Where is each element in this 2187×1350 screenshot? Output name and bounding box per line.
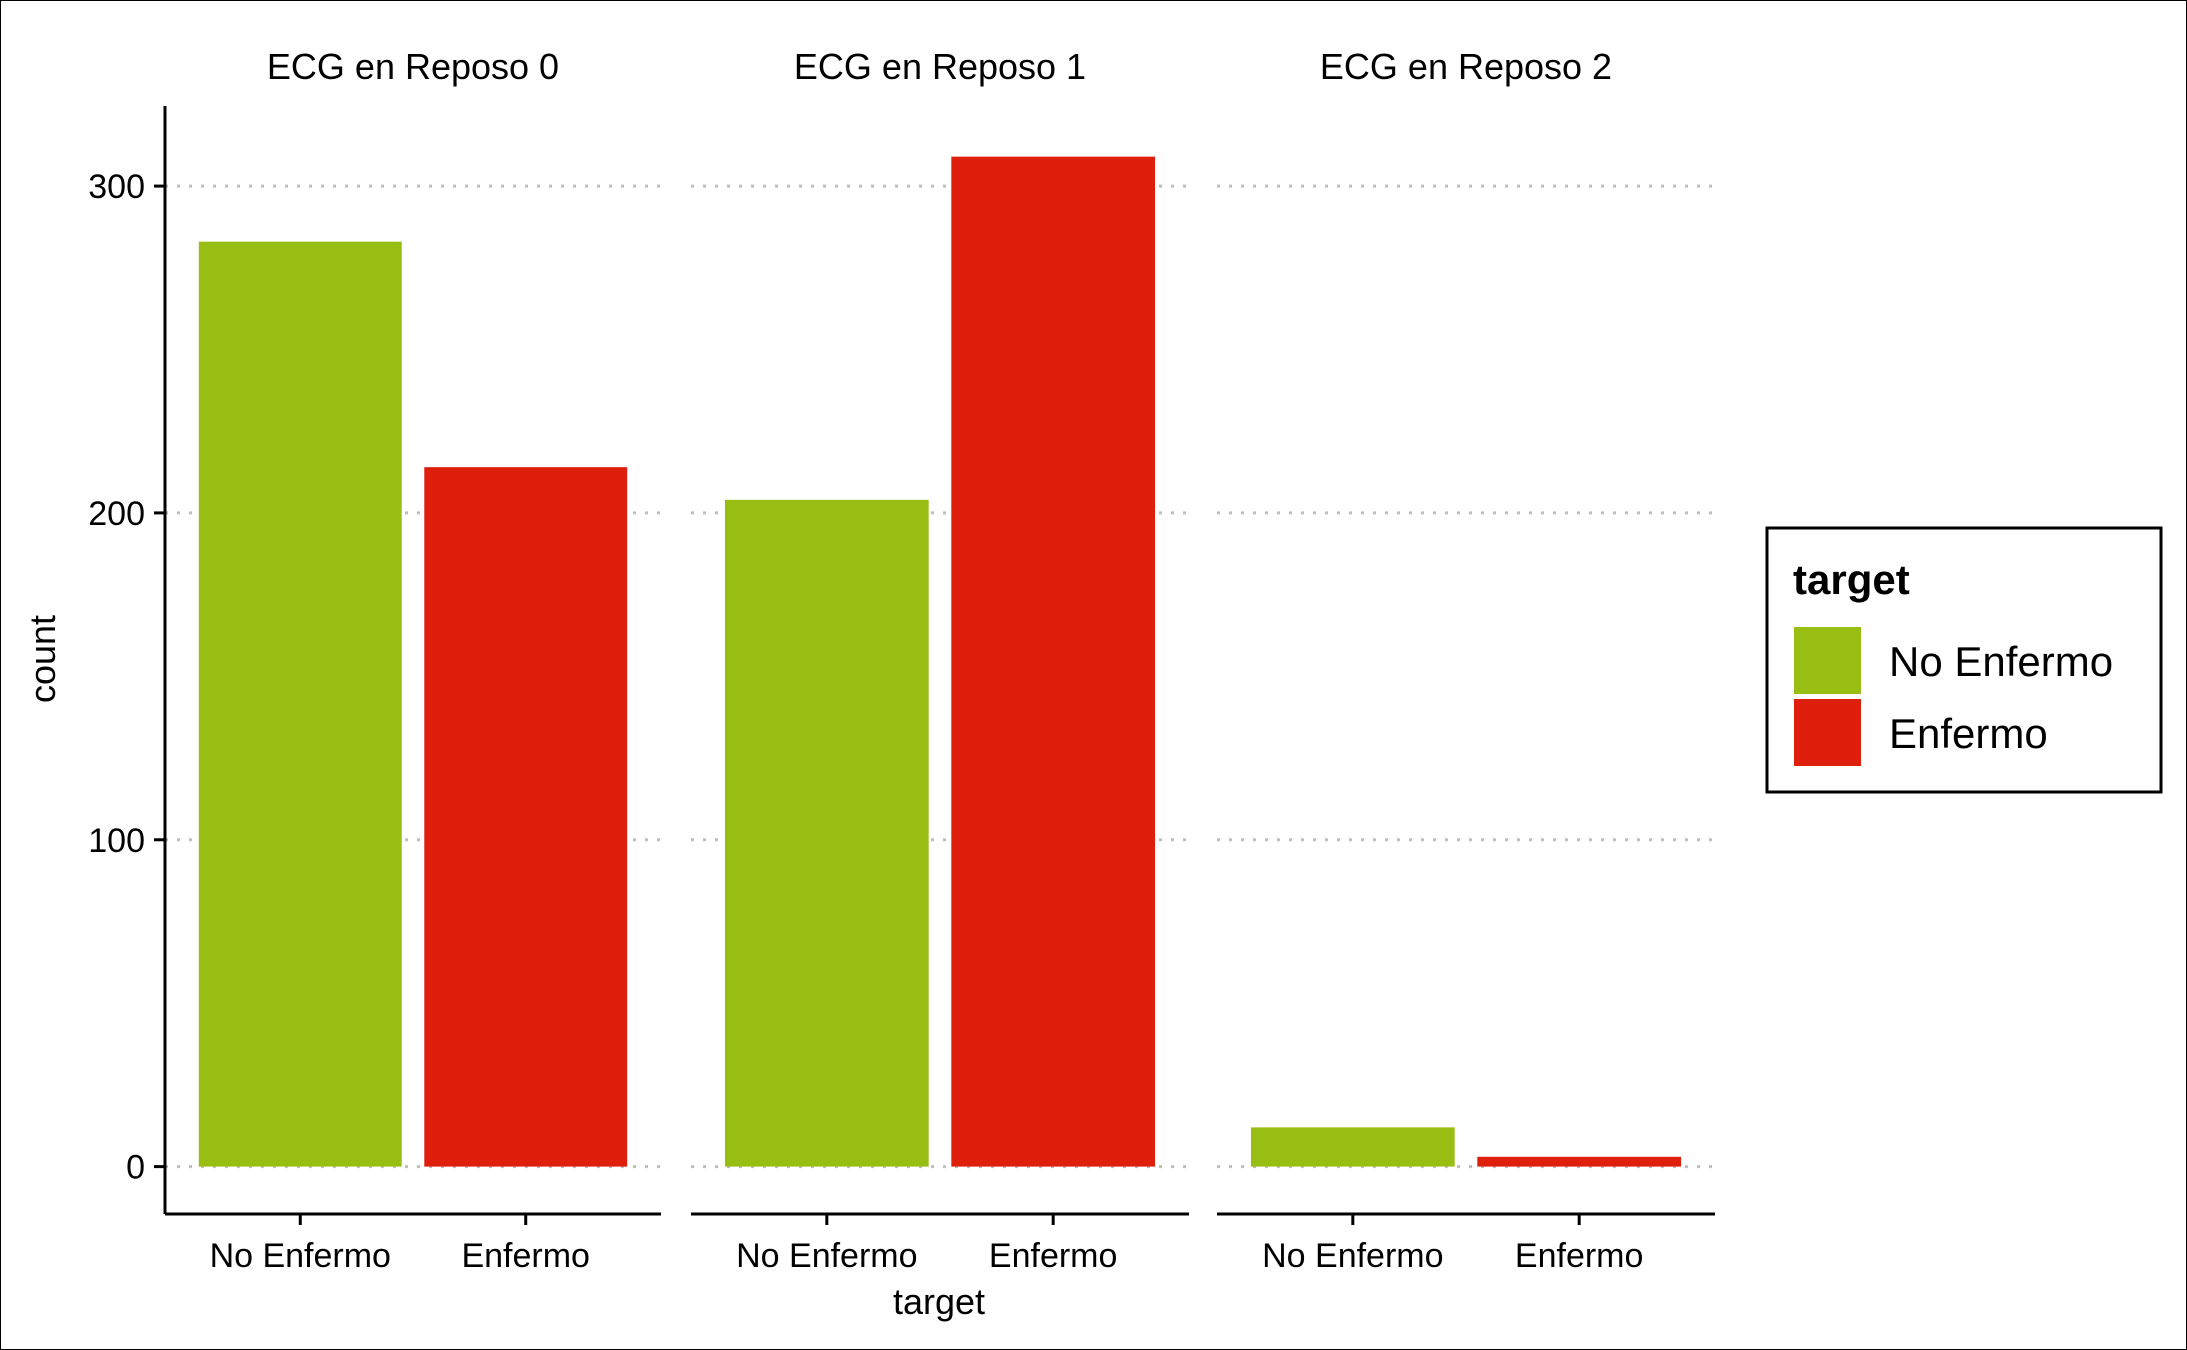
legend-key-no-enfermo xyxy=(1794,627,1861,694)
strip-title-panel0: ECG en Reposo 0 xyxy=(267,46,559,87)
legend-key-enfermo xyxy=(1794,699,1861,766)
x-axis-title: target xyxy=(893,1281,985,1322)
axes xyxy=(154,106,1715,1225)
bar-panel1-no-enfermo xyxy=(724,499,929,1167)
bar-panel1-enfermo xyxy=(951,156,1156,1167)
x-tick-label-panel2-0: No Enfermo xyxy=(1262,1237,1443,1275)
y-tick-label-0: 0 xyxy=(126,1149,145,1187)
y-tick-label-300: 300 xyxy=(88,168,145,206)
legend-title: target xyxy=(1793,556,1910,603)
x-tick-label-panel0-0: No Enfermo xyxy=(210,1237,391,1275)
strip-title-panel2: ECG en Reposo 2 xyxy=(1320,46,1612,87)
x-tick-label-panel2-1: Enfermo xyxy=(1515,1237,1644,1275)
legend-label-no-enfermo: No Enfermo xyxy=(1889,638,2113,685)
bar-panel2-enfermo xyxy=(1477,1156,1682,1167)
x-tick-label-panel1-0: No Enfermo xyxy=(736,1237,917,1275)
strip-title-panel1: ECG en Reposo 1 xyxy=(794,46,1086,87)
labels: No Enfermo Enfermo ECG en Reposo 0 No Enfer… xyxy=(88,46,1643,1275)
bars xyxy=(198,156,1682,1167)
y-axis-title: count xyxy=(22,615,63,703)
bar-panel0-no-enfermo xyxy=(198,241,402,1167)
y-tick-label-100: 100 xyxy=(88,822,145,860)
legend: target No Enfermo Enfermo xyxy=(1765,526,2163,794)
x-tick-label-panel0-1: Enfermo xyxy=(461,1237,590,1275)
bar-panel0-enfermo xyxy=(424,467,628,1167)
x-tick-label-panel1-1: Enfermo xyxy=(989,1237,1118,1275)
y-tick-label-200: 200 xyxy=(88,495,145,533)
bar-panel2-no-enfermo xyxy=(1250,1127,1455,1167)
legend-label-enfermo: Enfermo xyxy=(1889,710,2048,757)
